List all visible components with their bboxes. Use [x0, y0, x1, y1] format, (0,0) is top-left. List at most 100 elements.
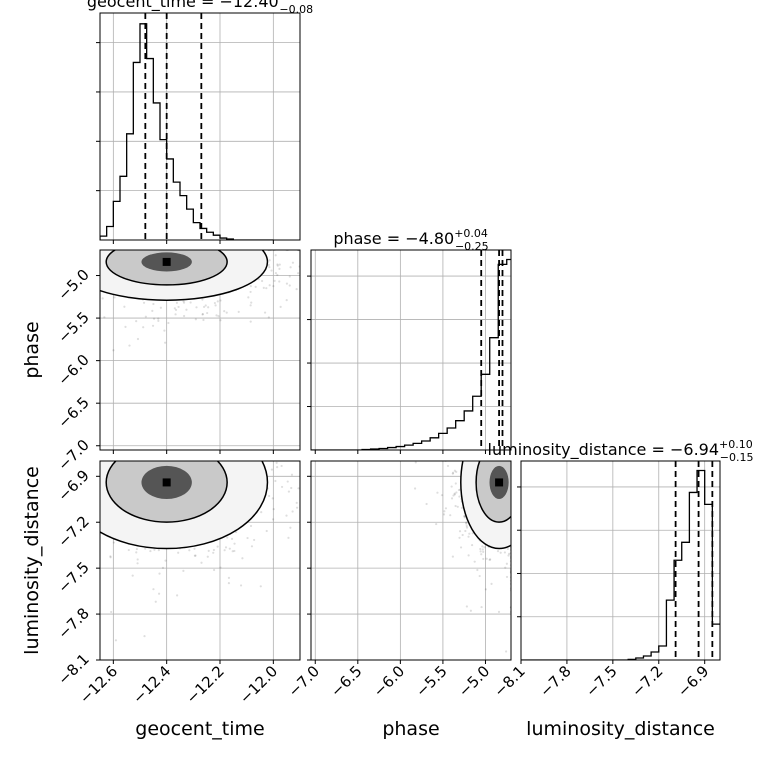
scatter-point [488, 424, 490, 426]
scatter-point [164, 559, 167, 562]
scatter-point [168, 434, 170, 436]
scatter-point [159, 306, 162, 309]
scatter-point [48, 249, 50, 251]
scatter-point [473, 452, 475, 454]
scatter-point [257, 452, 259, 454]
scatter-point [20, 249, 22, 251]
scatter-point [508, 552, 511, 555]
scatter-point [66, 401, 68, 403]
scatter-point [78, 541, 80, 543]
scatter-point [216, 300, 219, 303]
scatter-point [320, 256, 322, 258]
scatter-point [507, 554, 510, 557]
scatter-point [11, 381, 13, 383]
scatter-point [10, 249, 12, 251]
scatter-point [135, 411, 137, 413]
scatter-point [203, 458, 205, 460]
scatter-point [192, 433, 194, 435]
scatter-point [30, 436, 32, 438]
scatter-point [503, 437, 505, 439]
scatter-point [493, 348, 495, 350]
scatter-point [274, 271, 278, 275]
scatter-point [469, 609, 472, 612]
scatter-point [475, 452, 477, 454]
scatter-point [461, 410, 463, 412]
xtick-label: −5.0 [455, 662, 493, 700]
scatter-point [468, 532, 471, 535]
ytick-label: −5.0 [54, 266, 92, 304]
scatter-point [32, 271, 34, 273]
histogram-geocent_time [100, 23, 274, 240]
scatter-point [176, 594, 179, 597]
scatter-point [482, 447, 484, 449]
scatter-point [108, 381, 110, 383]
scatter-point [89, 255, 91, 257]
scatter-point [163, 446, 165, 448]
scatter-point [492, 388, 494, 390]
scatter-point [209, 452, 211, 454]
scatter-point [295, 506, 299, 509]
scatter-point [61, 313, 63, 315]
scatter-point [457, 488, 461, 492]
scatter-point [470, 425, 472, 427]
scatter-point [54, 269, 56, 271]
scatter-point [40, 263, 42, 265]
scatter-point [287, 536, 290, 539]
scatter-point [469, 432, 471, 434]
scatter-point [14, 434, 16, 436]
scatter-point [214, 443, 216, 445]
scatter-point [482, 557, 485, 561]
scatter-point [286, 437, 288, 439]
scatter-point [30, 295, 32, 297]
scatter-point [90, 458, 92, 460]
scatter-point [472, 320, 474, 322]
scatter-point [208, 413, 210, 415]
scatter-point [219, 458, 221, 460]
scatter-point [285, 282, 289, 285]
scatter-point [307, 460, 309, 462]
scatter-point [68, 270, 70, 272]
scatter-point [343, 463, 345, 465]
scatter-point [235, 454, 237, 456]
scatter-point [460, 434, 462, 436]
scatter-point [235, 441, 237, 443]
scatter-point [278, 280, 281, 283]
scatter-point [71, 249, 73, 251]
ylabel-luminosity_distance: luminosity_distance [21, 466, 43, 655]
scatter-point [152, 317, 156, 320]
scatter-point [470, 543, 474, 547]
scatter-point [151, 408, 153, 410]
ytick-label: −6.0 [54, 351, 92, 389]
scatter-point [136, 558, 139, 561]
scatter-point [487, 389, 489, 391]
scatter-point [473, 409, 475, 411]
scatter-point [467, 456, 469, 458]
scatter-point [451, 555, 454, 558]
scatter-point [290, 486, 293, 490]
scatter-point [295, 288, 298, 291]
scatter-point [148, 447, 150, 449]
scatter-point [458, 391, 460, 393]
scatter-point [240, 434, 242, 436]
scatter-point [161, 457, 163, 459]
scatter-point [93, 501, 95, 503]
scatter-point [46, 255, 48, 257]
scatter-point [68, 264, 70, 266]
scatter-point [142, 301, 146, 304]
scatter-point [43, 421, 45, 423]
scatter-point [201, 416, 203, 418]
scatter-point [141, 343, 143, 345]
scatter-point [453, 469, 457, 472]
scatter-point [246, 453, 248, 455]
scatter-point [96, 492, 98, 494]
scatter-point [234, 455, 236, 457]
scatter-point [449, 514, 452, 517]
scatter-point [223, 310, 226, 313]
scatter-point [225, 311, 228, 314]
scatter-point [164, 341, 167, 344]
scatter-point [147, 380, 149, 382]
scatter-point [490, 582, 493, 585]
scatter-point [508, 415, 510, 417]
scatter-point [505, 313, 507, 315]
scatter-point [198, 391, 200, 393]
